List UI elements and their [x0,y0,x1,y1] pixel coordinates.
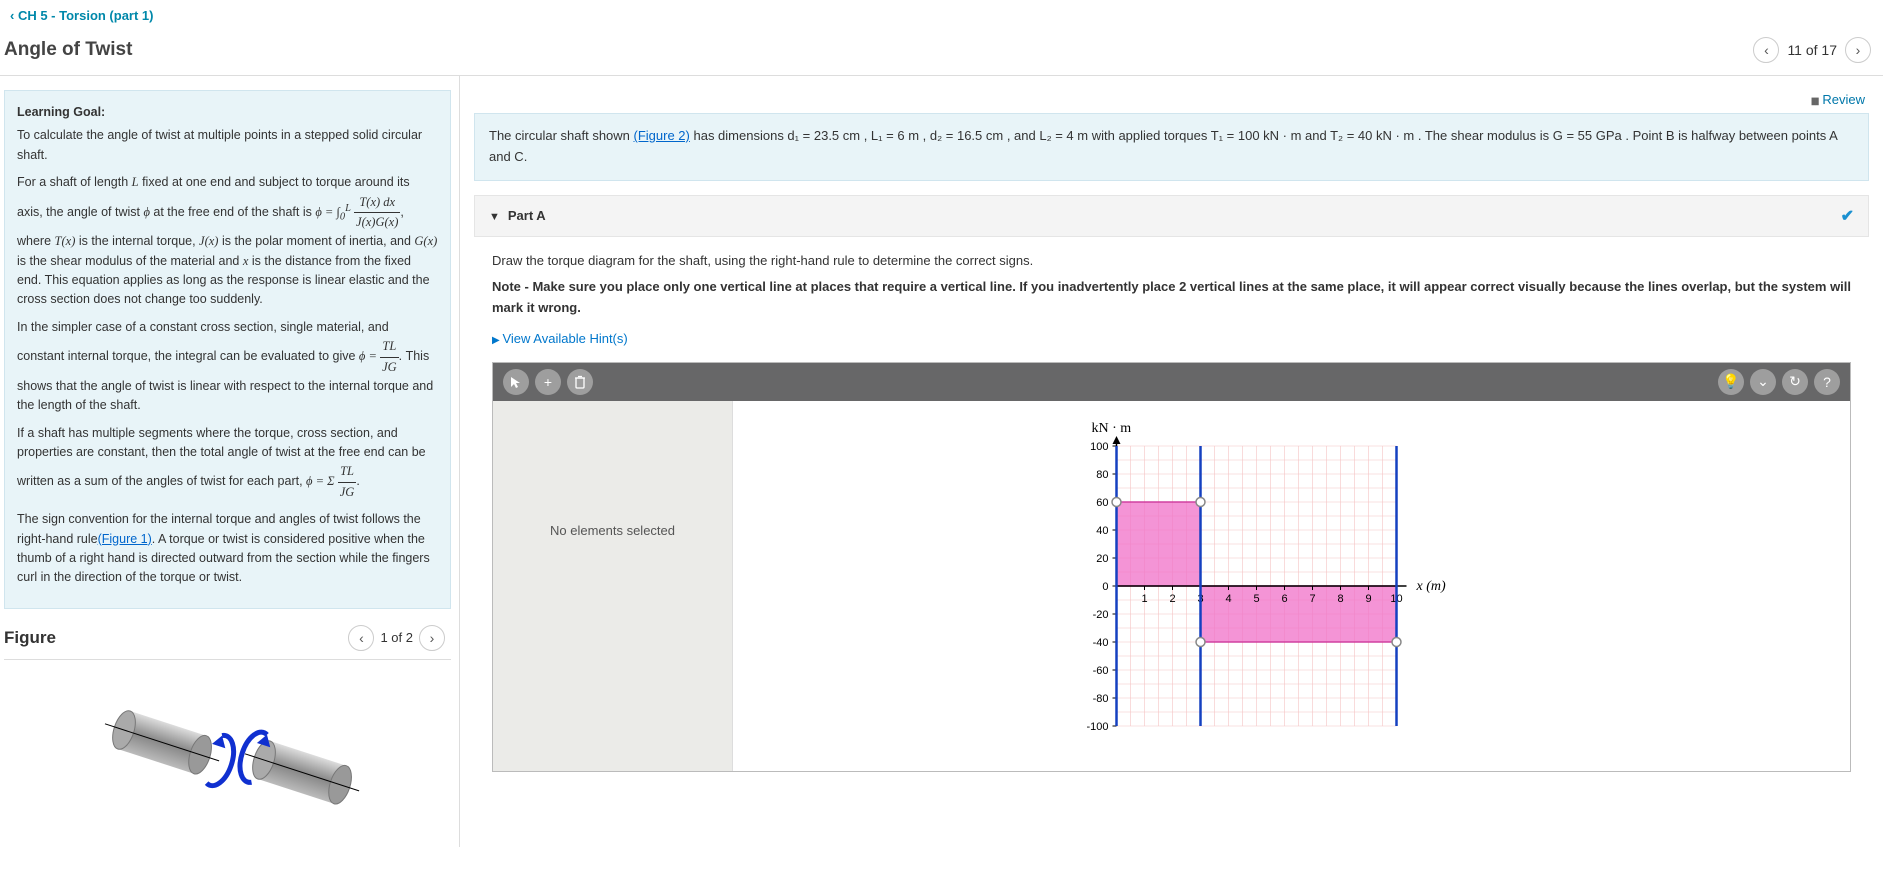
figure-prev-button[interactable]: ‹ [348,625,374,651]
svg-text:-60: -60 [1093,665,1109,677]
pointer-tool-button[interactable] [503,369,529,395]
learning-goal-box: Learning Goal: To calculate the angle of… [4,90,451,609]
part-a-title: Part A [508,208,546,223]
graph-svg: 100806040200-20-40-60-80-10012345678910k… [733,401,1850,771]
help-button[interactable]: ? [1814,369,1840,395]
svg-text:20: 20 [1096,553,1108,565]
reset-button[interactable]: ↻ [1782,369,1808,395]
svg-text:6: 6 [1281,593,1287,605]
collapse-icon: ▼ [489,211,500,223]
learning-p2: For a shaft of length L fixed at one end… [17,173,438,310]
figure1-link[interactable]: (Figure 1) [98,532,152,546]
svg-text:4: 4 [1225,593,1231,605]
svg-text:-100: -100 [1086,721,1108,733]
svg-text:-20: -20 [1093,609,1109,621]
right-panel: Review The circular shaft shown (Figure … [460,76,1883,847]
page-title: Angle of Twist [4,39,132,61]
part-a-instruction: Draw the torque diagram for the shaft, u… [492,251,1851,272]
part-a-note: Note - Make sure you place only one vert… [492,279,1851,315]
problem-statement: The circular shaft shown (Figure 2) has … [474,113,1869,181]
add-tool-button[interactable]: + [535,369,561,395]
svg-text:60: 60 [1096,497,1108,509]
svg-text:8: 8 [1337,593,1343,605]
learning-p4: If a shaft has multiple segments where t… [17,424,438,503]
view-hints-link[interactable]: View Available Hint(s) [492,329,628,350]
delete-tool-button[interactable] [567,369,593,395]
check-icon: ✔ [1841,206,1854,226]
hint-bulb-button[interactable]: 💡 [1718,369,1744,395]
part-a-body: Draw the torque diagram for the shaft, u… [474,237,1869,786]
back-link[interactable]: ‹ CH 5 - Torsion (part 1) [10,8,154,23]
dropdown-button[interactable]: ⌄ [1750,369,1776,395]
breadcrumb: ‹ CH 5 - Torsion (part 1) [0,0,1883,31]
svg-text:x (m): x (m) [1416,579,1446,594]
drawing-canvas: + 💡 ⌄ ↻ ? No elements selected [492,362,1851,772]
page-nav: ‹ 11 of 17 › [1753,37,1871,63]
review-link[interactable]: Review [1811,92,1865,107]
figure-header: Figure ‹ 1 of 2 › [4,609,451,660]
canvas-toolbar: + 💡 ⌄ ↻ ? [493,363,1850,401]
svg-text:2: 2 [1169,593,1175,605]
svg-text:9: 9 [1365,593,1371,605]
prev-page-button[interactable]: ‹ [1753,37,1779,63]
figure-heading: Figure [4,628,56,648]
svg-text:80: 80 [1096,469,1108,481]
svg-text:-80: -80 [1093,693,1109,705]
learning-p5: The sign convention for the internal tor… [17,510,438,588]
selection-status: No elements selected [550,521,675,542]
next-page-button[interactable]: › [1845,37,1871,63]
svg-text:5: 5 [1253,593,1259,605]
title-bar: Angle of Twist ‹ 11 of 17 › [0,31,1883,76]
part-a-header[interactable]: ▼ Part A ✔ [474,195,1869,237]
figure-indicator: 1 of 2 [380,630,413,645]
svg-text:0: 0 [1102,581,1108,593]
left-panel: Learning Goal: To calculate the angle of… [0,76,460,847]
svg-text:kN · m: kN · m [1092,421,1132,436]
page-indicator: 11 of 17 [1787,42,1837,58]
figure2-link[interactable]: (Figure 2) [634,128,690,143]
svg-text:-40: -40 [1093,637,1109,649]
canvas-sidebar: No elements selected [493,401,733,771]
figure-body [4,660,451,833]
svg-text:100: 100 [1090,441,1108,453]
figure-next-button[interactable]: › [419,625,445,651]
figure-nav: ‹ 1 of 2 › [348,625,445,651]
figure1-svg [64,680,384,830]
learning-p3: In the simpler case of a constant cross … [17,318,438,416]
learning-goal-heading: Learning Goal: [17,103,438,122]
svg-text:7: 7 [1309,593,1315,605]
svg-text:1: 1 [1141,593,1147,605]
learning-p1: To calculate the angle of twist at multi… [17,126,438,165]
svg-text:40: 40 [1096,525,1108,537]
canvas-graph-area[interactable]: 100806040200-20-40-60-80-10012345678910k… [733,401,1850,771]
